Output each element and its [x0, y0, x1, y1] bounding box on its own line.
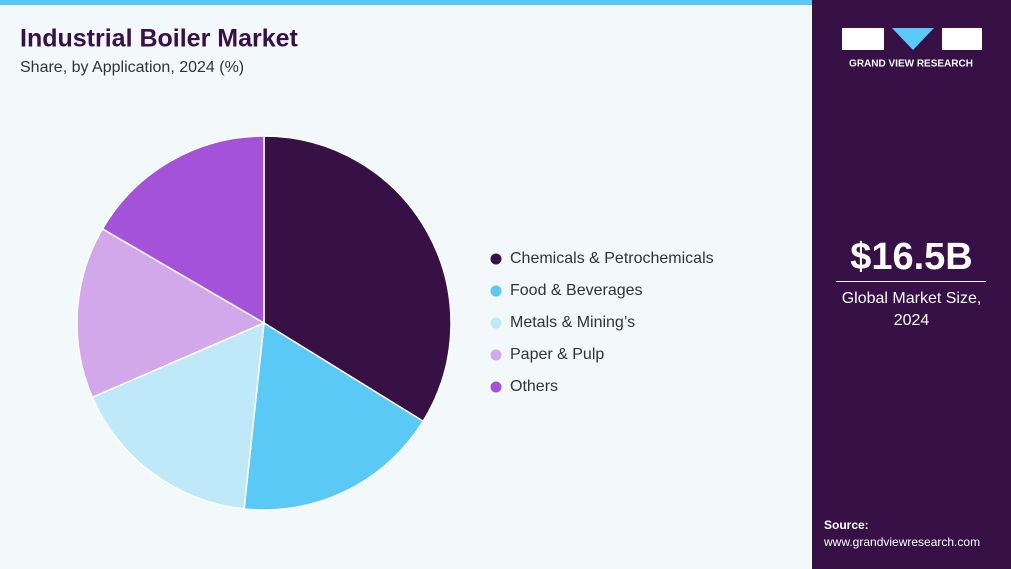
legend-marker [490, 381, 502, 393]
brand: GRAND VIEW RESEARCH [849, 59, 973, 70]
pie-slice [263, 135, 452, 423]
market-size-label: Global Market Size, 2024 [841, 290, 982, 329]
legend-marker [490, 253, 502, 265]
chart-subtitle: Share, by Application, 2024 (%) [20, 59, 244, 76]
legend-marker [490, 317, 502, 329]
market-size: $16.5B [850, 236, 973, 278]
logo: GRAND VIEW RESEARCH [842, 28, 982, 70]
legend-marker [490, 285, 502, 297]
pie-slice [101, 135, 265, 325]
legend-label: Others [510, 378, 558, 395]
divider [836, 281, 986, 282]
legend: Chemicals & Petrochemicals Food & Beverag… [490, 250, 714, 395]
chart: Industrial Boiler Market Share, by Appli… [20, 25, 714, 511]
legend-label: Chemicals & Petrochemicals [510, 250, 714, 267]
logo-block [942, 28, 982, 50]
logo-block [892, 28, 934, 50]
pie [76, 135, 452, 511]
legend-marker [490, 349, 502, 361]
pie-slice [76, 227, 266, 399]
logo-block [842, 28, 884, 50]
sidebar: GRAND VIEW RESEARCH $16.5B Global Market… [812, 0, 1011, 569]
pie-slice [91, 321, 265, 510]
chart-title: Industrial Boiler Market [20, 25, 299, 53]
legend-label: Food & Beverages [510, 282, 643, 299]
legend-label: Metals & Mining’s [510, 314, 635, 331]
pie-slice [243, 321, 425, 511]
source-label: Source: [824, 518, 869, 532]
source-url: www.grandviewresearch.com [824, 535, 981, 549]
top-bar [0, 0, 812, 5]
legend-label: Paper & Pulp [510, 346, 604, 363]
